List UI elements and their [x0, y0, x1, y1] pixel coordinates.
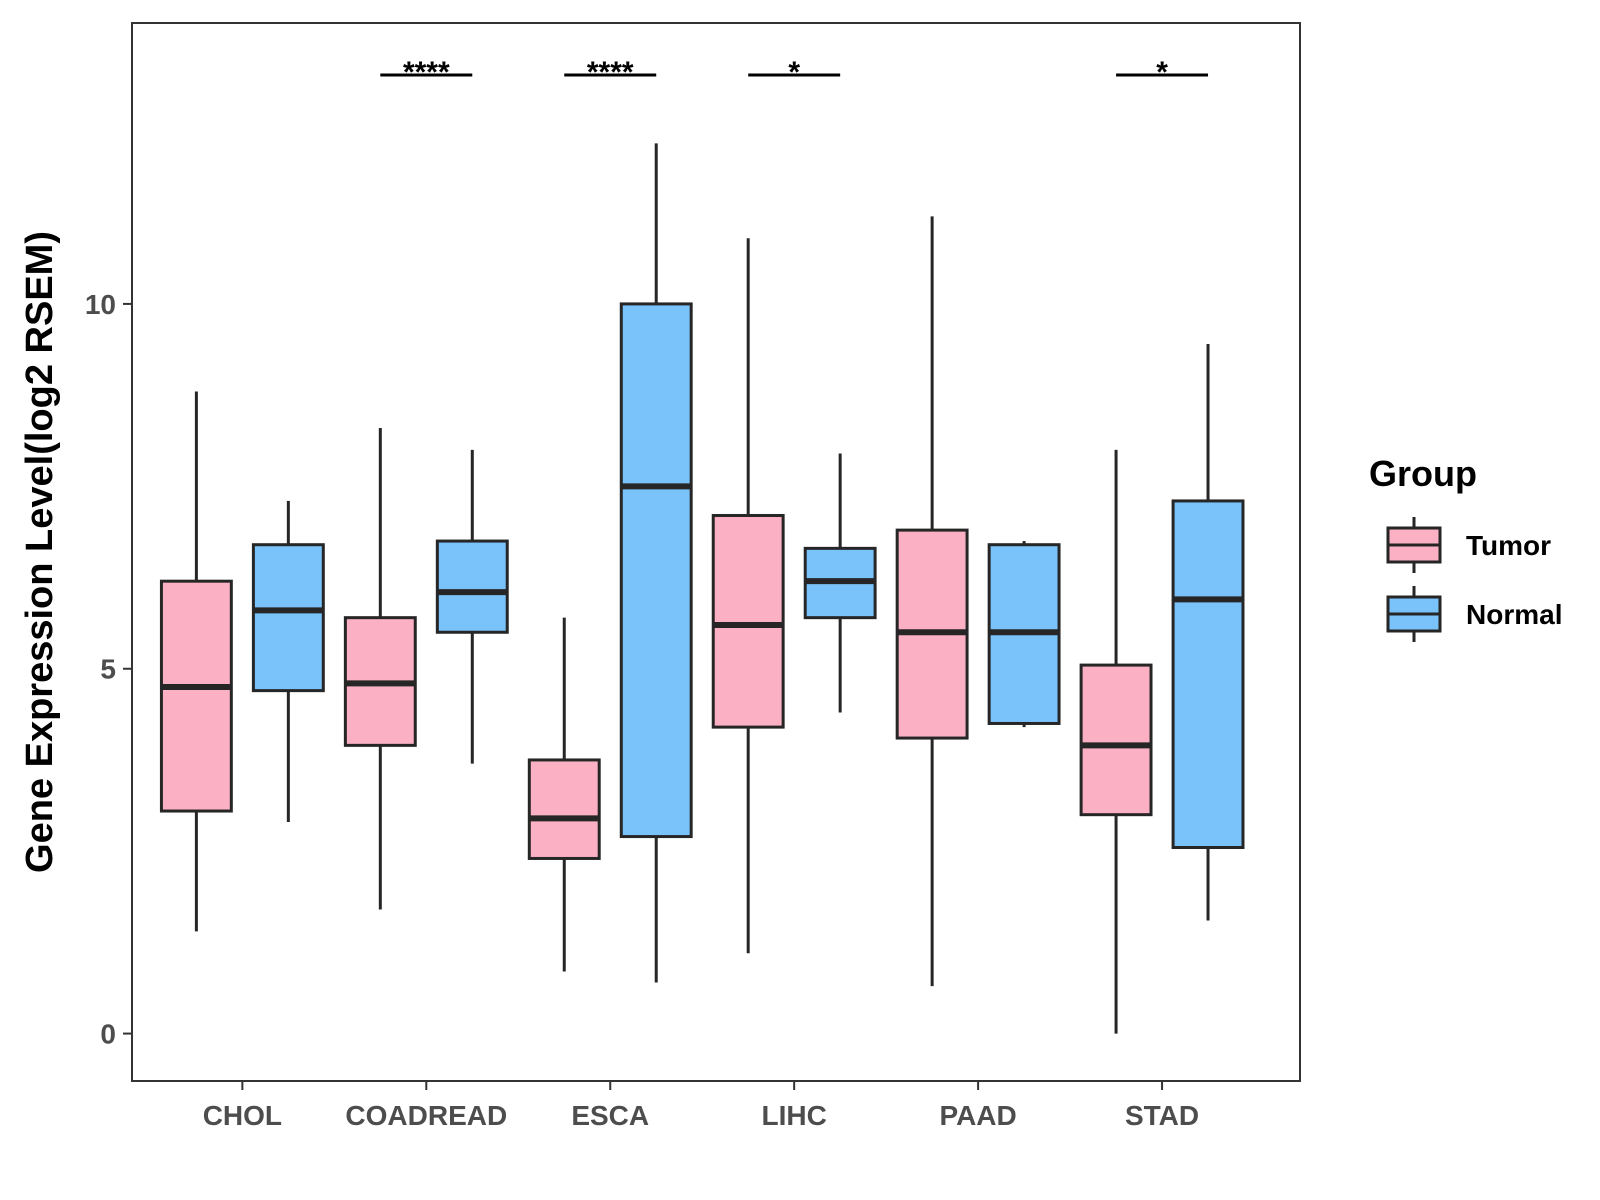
x-tick-label: COADREAD: [345, 1100, 507, 1131]
box-tumor-stad: [1079, 449, 1153, 1034]
box-normal-stad: [1171, 344, 1245, 921]
significance-label: *: [1156, 56, 1168, 89]
box-body: [1171, 499, 1245, 850]
box-body: [527, 758, 601, 860]
y-tick-label: 10: [85, 289, 116, 320]
legend-label: Tumor: [1466, 530, 1551, 561]
box-tumor-coadread: [343, 427, 417, 910]
x-tick-label: STAD: [1125, 1100, 1199, 1131]
box-body: [711, 514, 785, 729]
box-tumor-paad: [895, 216, 969, 987]
legend-item-normal: Normal: [1386, 586, 1562, 642]
legend-title: Group: [1369, 453, 1477, 494]
box-body: [1079, 663, 1153, 817]
box-body: [435, 539, 509, 634]
significance-label: ****: [403, 56, 450, 89]
box-body: [619, 302, 693, 839]
legend: Group Tumor Normal: [1369, 453, 1562, 642]
box-normal-chol: [251, 500, 325, 822]
y-tick-label: 0: [100, 1019, 116, 1050]
box-tumor-esca: [527, 617, 601, 972]
legend-item-tumor: Tumor: [1386, 517, 1551, 573]
box-tumor-lihc: [711, 238, 785, 954]
x-tick-label: CHOL: [203, 1100, 282, 1131]
box-tumor-chol: [159, 391, 233, 932]
box-body: [251, 543, 325, 693]
box-normal-lihc: [803, 453, 877, 713]
box-normal-paad: [987, 541, 1061, 728]
x-tick-label: PAAD: [939, 1100, 1016, 1131]
significance-label: ****: [587, 56, 634, 89]
box-normal-coadread: [435, 449, 509, 764]
x-tick-label: LIHC: [762, 1100, 827, 1131]
x-tick-label: ESCA: [571, 1100, 649, 1131]
legend-label: Normal: [1466, 599, 1562, 630]
y-axis-title: Gene Expression Level(log2 RSEM): [19, 231, 61, 873]
box-body: [159, 579, 233, 813]
significance-label: *: [788, 56, 800, 89]
box-normal-esca: [619, 143, 693, 983]
y-tick-label: 5: [100, 654, 116, 685]
